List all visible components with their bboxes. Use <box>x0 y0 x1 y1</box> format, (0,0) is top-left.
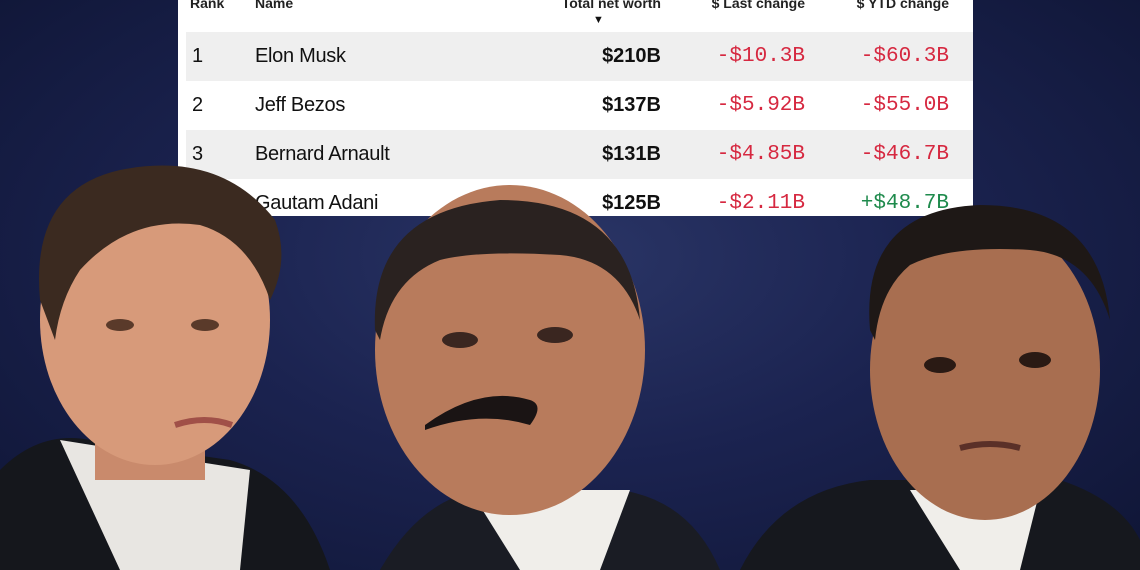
net-worth: $137B <box>602 94 661 116</box>
header-rank[interactable]: Rank <box>190 0 225 11</box>
header-last-change[interactable]: $ Last change <box>711 0 805 11</box>
portrait-right <box>740 205 1140 570</box>
table-header: Rank Name Total net worth $ Last change … <box>178 0 973 32</box>
net-worth: $210B <box>602 45 661 67</box>
header-net-worth[interactable]: Total net worth <box>561 0 661 11</box>
rank: 3 <box>192 143 204 165</box>
header-name[interactable]: Name <box>255 0 294 11</box>
last-change: -$10.3B <box>716 45 805 68</box>
portrait-middle <box>374 185 720 570</box>
net-worth: $125B <box>602 192 661 214</box>
table-row: 2 Jeff Bezos $137B -$5.92B -$55.0B <box>186 81 973 130</box>
ytd-change: -$46.7B <box>860 143 949 166</box>
last-change: -$5.92B <box>716 94 805 117</box>
table-row: 1 Elon Musk $210B -$10.3B -$60.3B <box>186 32 973 81</box>
name: Elon Musk <box>255 45 346 67</box>
rank: 2 <box>192 94 204 116</box>
name: Jeff Bezos <box>255 94 346 116</box>
ytd-change: -$55.0B <box>860 94 949 117</box>
last-change: -$4.85B <box>716 143 805 166</box>
name: Bernard Arnault <box>255 143 390 165</box>
last-change: -$2.11B <box>716 192 805 215</box>
sort-descending-icon: ▼ <box>593 14 604 26</box>
name: Gautam Adani <box>255 192 379 214</box>
table-row: 3 Bernard Arnault $131B -$4.85B -$46.7B <box>186 130 973 179</box>
net-worth: $131B <box>602 143 661 165</box>
table-row: Gautam Adani $125B -$2.11B +$48.7B <box>186 179 973 216</box>
ytd-change: -$60.3B <box>860 45 949 68</box>
ytd-change: +$48.7B <box>860 192 949 215</box>
portrait-left <box>0 165 330 570</box>
header-ytd-change[interactable]: $ YTD change <box>856 0 949 11</box>
rank: 1 <box>192 45 204 67</box>
billionaires-table: Rank Name Total net worth $ Last change … <box>178 0 973 216</box>
